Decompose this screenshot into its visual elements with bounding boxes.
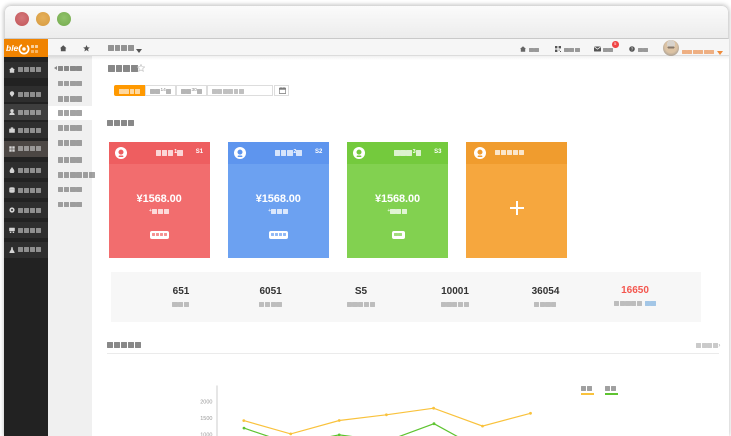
svg-text:1000: 1000 [200, 433, 212, 436]
svg-text:2000: 2000 [200, 400, 212, 406]
svg-text:?: ? [631, 47, 634, 52]
svg-text:1500: 1500 [200, 416, 212, 422]
